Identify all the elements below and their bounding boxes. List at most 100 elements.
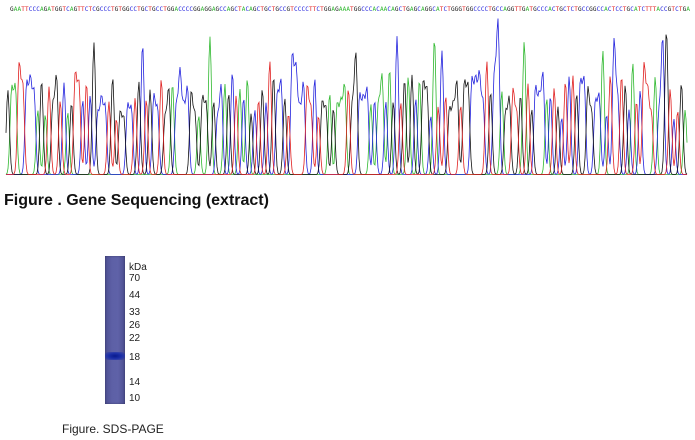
sequence-base: C [223,6,227,13]
sequence-base: T [350,6,354,13]
sequence-base: A [201,6,205,13]
sequence-base: C [283,6,287,13]
sequence-base: A [70,6,74,13]
marker-label: 22 [129,333,141,344]
sequence-base: A [339,6,343,13]
sequence-base: C [641,6,645,13]
sequence-base: G [406,6,410,13]
sequence-base: T [320,6,324,13]
sequence-base: G [429,6,433,13]
sequence-base: T [567,6,571,13]
sequence-base: C [615,6,619,13]
sequence-base: T [290,6,294,13]
sequence-base: G [578,6,582,13]
sequence-base: G [354,6,358,13]
sequence-base: C [85,6,89,13]
sequence-base: A [372,6,376,13]
sequence-base: A [656,6,660,13]
sequence-base: C [585,6,589,13]
sequence-base: G [593,6,597,13]
sequence-base: T [272,6,276,13]
sequence-base: C [473,6,477,13]
sequence-base: T [518,6,522,13]
sequence-base: G [10,6,14,13]
marker-label: 10 [129,393,141,404]
sequence-base: T [440,6,444,13]
sequence-base: G [171,6,175,13]
sequence-base: C [178,6,182,13]
sequence-base: T [148,6,152,13]
sequence-base: T [163,6,167,13]
sequence-base: G [264,6,268,13]
sequence-base: C [417,6,421,13]
marker-label: 26 [129,320,141,331]
sequence-base: T [462,6,466,13]
sequence-base: C [582,6,586,13]
sequence-base: C [219,6,223,13]
sequence-base: C [130,6,134,13]
sequence-base: A [212,6,216,13]
sequence-base: G [492,6,496,13]
sequence-base: C [570,6,574,13]
sequence-base: G [141,6,145,13]
marker-label: 33 [129,307,141,318]
sequence-base: A [14,6,18,13]
gel-lane [105,256,125,404]
sequence-base: C [619,6,623,13]
sequence-base: T [21,6,25,13]
sequence-base: C [316,6,320,13]
sequence-base: T [653,6,657,13]
sequence-base: G [216,6,220,13]
sequence-base: C [182,6,186,13]
sequence-base: G [193,6,197,13]
sequence-base: G [208,6,212,13]
sequence-base: A [410,6,414,13]
sequence-base: C [552,6,556,13]
sequence-base: G [126,6,130,13]
sequence-base: A [384,6,388,13]
sequence-base: G [627,6,631,13]
sequence-base: C [100,6,104,13]
sequence-base: C [268,6,272,13]
sequence-base: C [234,6,238,13]
sequence-base: T [260,6,264,13]
sequence-base: G [230,6,234,13]
sequence-base: C [376,6,380,13]
sequence-base: T [137,6,141,13]
sequence-base: A [604,6,608,13]
sequence-base: G [668,6,672,13]
sequence-base: T [89,6,93,13]
sequence-base: T [623,6,627,13]
sequence-base: A [634,6,638,13]
trace-T [6,61,687,175]
sequence-base: A [47,6,51,13]
sequence-base: G [511,6,515,13]
sequence-base: C [597,6,601,13]
sequence-base: C [133,6,137,13]
sequence-base: C [361,6,365,13]
sequencing-figure-caption: Figure . Gene Sequencing (extract) [4,192,269,209]
sequencing-chromatogram [5,18,688,175]
sequence-base: A [421,6,425,13]
sequence-base: C [107,6,111,13]
sequence-base: G [324,6,328,13]
sequence-base: C [630,6,634,13]
sequence-base: T [51,6,55,13]
sequence-base: T [81,6,85,13]
sequence-base: C [485,6,489,13]
sequence-base: C [189,6,193,13]
sequence-base: C [369,6,373,13]
sequence-base: G [683,6,687,13]
sds-page-caption: Figure. SDS-PAGE [62,422,164,436]
marker-label: 70 [129,273,141,284]
sequence-base: C [481,6,485,13]
sequence-base: C [675,6,679,13]
trace-G [5,34,688,175]
marker-label: 44 [129,290,141,301]
sequence-base: G [425,6,429,13]
sequence-base: G [328,6,332,13]
sequence-base: A [18,6,22,13]
sequence-base: G [533,6,537,13]
sequence-base: G [74,6,78,13]
sequence-base: C [477,6,481,13]
